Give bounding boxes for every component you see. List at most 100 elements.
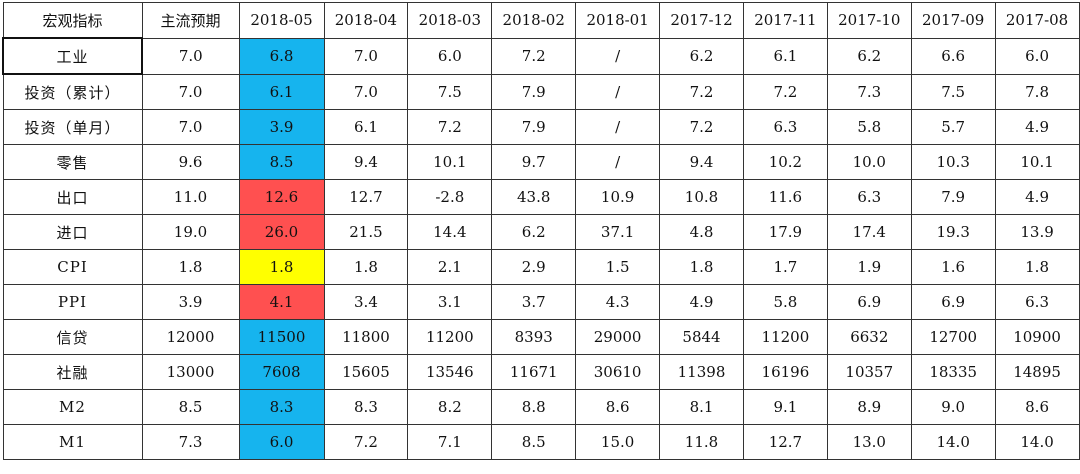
header-month: 2017-12 (659, 2, 744, 39)
indicator-name: 信贷 (2, 319, 143, 355)
value-cell: 21.5 (323, 214, 409, 250)
value-cell: 3.4 (323, 284, 409, 320)
value-cell: 7.2 (407, 109, 493, 145)
indicator-name: 工业 (2, 37, 143, 75)
expected-value: 19.0 (141, 214, 240, 250)
latest-value-cell: 1.8 (238, 249, 325, 285)
value-cell: 7.1 (407, 424, 493, 460)
latest-value-cell: 4.1 (238, 284, 325, 320)
value-cell: 11.8 (659, 424, 744, 460)
header-month: 2017-09 (910, 2, 996, 39)
value-cell: 12700 (910, 319, 996, 355)
value-cell: 15.0 (575, 424, 661, 460)
macro-indicator-table: 宏观指标 主流预期 2018-05 2018-04 2018-03 2018-0… (2, 2, 1080, 460)
value-cell: 9.4 (659, 144, 744, 180)
value-cell: 6.9 (910, 284, 996, 320)
value-cell: / (575, 73, 661, 110)
header-month: 2018-05 (238, 2, 325, 39)
expected-value: 7.0 (141, 109, 240, 145)
value-cell: 1.7 (742, 249, 828, 285)
value-cell: 14.0 (910, 424, 996, 460)
expected-value: 9.6 (141, 144, 240, 180)
header-month: 2017-11 (742, 2, 828, 39)
header-month: 2018-04 (323, 2, 409, 39)
header-indicator: 宏观指标 (2, 2, 143, 39)
value-cell: 7.9 (491, 73, 577, 110)
value-cell: 19.3 (910, 214, 996, 250)
value-cell: 9.4 (323, 144, 409, 180)
table-row: M1 7.3 6.0 7.2 7.1 8.5 15.0 11.8 12.7 13.0 14.0 14.… (2, 424, 1080, 460)
value-cell: / (575, 144, 661, 180)
indicator-name: 投资（单月） (2, 109, 143, 145)
value-cell: 14895 (994, 354, 1080, 390)
value-cell: 7.3 (826, 73, 912, 110)
header-month: 2018-01 (575, 2, 661, 39)
value-cell: 6.1 (742, 37, 828, 75)
header-month: 2018-03 (407, 2, 493, 39)
value-cell: 2.9 (491, 249, 577, 285)
value-cell: 6.0 (994, 37, 1080, 75)
value-cell: 7.9 (910, 179, 996, 215)
value-cell: 18335 (910, 354, 996, 390)
latest-value-cell: 6.8 (238, 37, 325, 75)
value-cell: 10.2 (742, 144, 828, 180)
value-cell: 12.7 (323, 179, 409, 215)
table-row: CPI 1.8 1.8 1.8 2.1 2.9 1.5 1.8 1.7 1.9 1.6 1.8 (2, 249, 1080, 285)
value-cell: 7.2 (659, 73, 744, 110)
value-cell: 14.4 (407, 214, 493, 250)
value-cell: 7.5 (910, 73, 996, 110)
value-cell: 11.6 (742, 179, 828, 215)
header-month: 2017-10 (826, 2, 912, 39)
value-cell: 6.3 (994, 284, 1080, 320)
value-cell: 4.9 (994, 109, 1080, 145)
value-cell: 5.8 (742, 284, 828, 320)
value-cell: 13.9 (994, 214, 1080, 250)
value-cell: 9.0 (910, 389, 996, 425)
value-cell: 8.9 (826, 389, 912, 425)
expected-value: 1.8 (141, 249, 240, 285)
value-cell: 17.4 (826, 214, 912, 250)
value-cell: 10.8 (659, 179, 744, 215)
value-cell: 7.2 (659, 109, 744, 145)
table-row: 零售 9.6 8.5 9.4 10.1 9.7/9.4 10.2 10.0 10.3 10.1 (2, 144, 1080, 180)
table-row: 工业 7.0 6.8 7.0 6.0 7.2/6.2 6.1 6.2 6.6 6.0 (2, 37, 1080, 75)
value-cell: 7.2 (742, 73, 828, 110)
value-cell: 17.9 (742, 214, 828, 250)
value-cell: 10357 (826, 354, 912, 390)
value-cell: 1.8 (323, 249, 409, 285)
value-cell: 6.9 (826, 284, 912, 320)
value-cell: 16196 (742, 354, 828, 390)
header-month: 2018-02 (491, 2, 577, 39)
table-row: 信贷 12000 11500 11800 11200 8393 29000 5844 11200… (2, 319, 1080, 355)
indicator-name: PPI (2, 284, 143, 320)
value-cell: 11200 (407, 319, 493, 355)
table-row: 进口 19.0 26.0 21.5 14.4 6.2 37.1 4.8 17.9 17.4 19.3… (2, 214, 1080, 250)
value-cell: 1.6 (910, 249, 996, 285)
value-cell: 10.9 (575, 179, 661, 215)
value-cell: 29000 (575, 319, 661, 355)
indicator-name: 投资（累计） (2, 73, 143, 110)
table-row: 社融 13000 7608 15605 13546 11671 30610 11398 1619… (2, 354, 1080, 390)
value-cell: 6.1 (323, 109, 409, 145)
value-cell: 8.8 (491, 389, 577, 425)
latest-value-cell: 11500 (238, 319, 325, 355)
value-cell: 9.7 (491, 144, 577, 180)
value-cell: 7.0 (323, 73, 409, 110)
expected-value: 12000 (141, 319, 240, 355)
value-cell: 1.8 (994, 249, 1080, 285)
value-cell: 1.8 (659, 249, 744, 285)
expected-value: 7.0 (141, 73, 240, 110)
value-cell: 12.7 (742, 424, 828, 460)
value-cell: 11398 (659, 354, 744, 390)
value-cell: -2.8 (407, 179, 493, 215)
latest-value-cell: 7608 (238, 354, 325, 390)
value-cell: 7.0 (323, 37, 409, 75)
value-cell: 2.1 (407, 249, 493, 285)
indicator-name: CPI (2, 249, 143, 285)
value-cell: 11800 (323, 319, 409, 355)
value-cell: 6.3 (742, 109, 828, 145)
expected-value: 7.0 (141, 37, 240, 75)
value-cell: 8.5 (491, 424, 577, 460)
latest-value-cell: 8.5 (238, 144, 325, 180)
value-cell: 7.2 (491, 37, 577, 75)
